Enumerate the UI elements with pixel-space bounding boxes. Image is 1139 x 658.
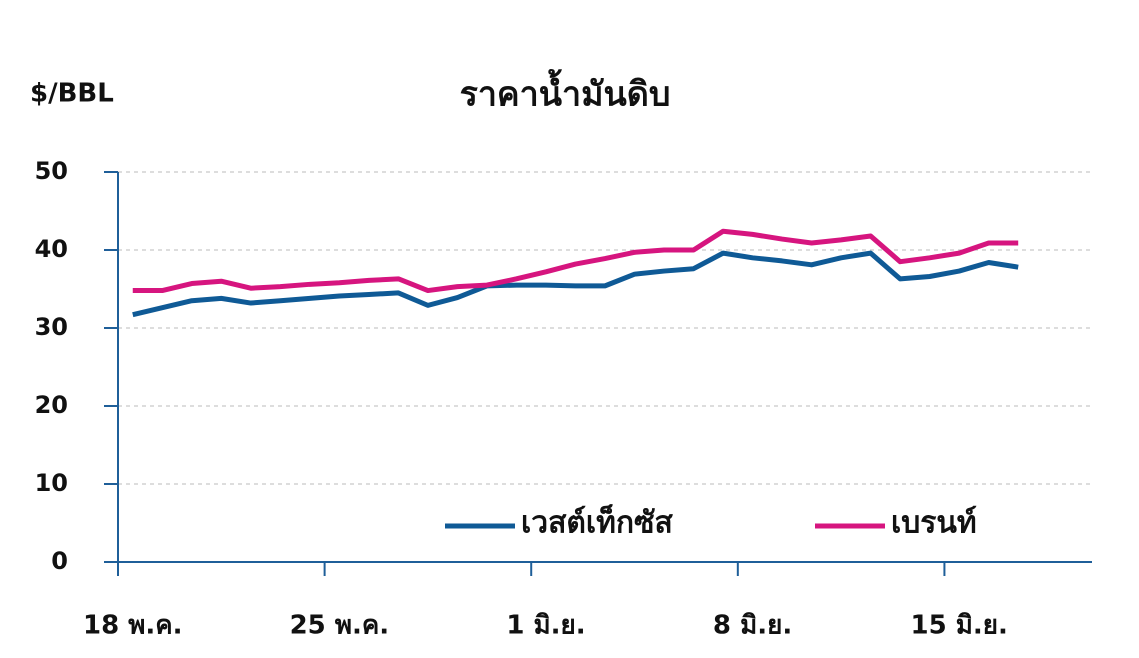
chart-title: ราคาน้ำมันดิบ — [460, 69, 671, 115]
x-tick-label: 8 มิ.ย. — [713, 611, 792, 641]
x-tick-label: 18 พ.ค. — [83, 611, 183, 641]
series-line — [132, 228, 1019, 294]
x-tick-label: 15 มิ.ย. — [910, 611, 1007, 641]
legend-label: เบรนท์ — [891, 506, 977, 541]
y-tick-label: 50 — [35, 157, 68, 185]
y-tick-label: 40 — [35, 235, 68, 263]
series-line — [132, 250, 1019, 318]
legend-label: เวสต์เท็กซัส — [521, 504, 673, 541]
x-tick-label: 1 มิ.ย. — [506, 611, 585, 641]
x-tick-label: 25 พ.ค. — [290, 611, 390, 641]
y-tick-label: 30 — [35, 313, 68, 341]
y-tick-label: 10 — [35, 469, 68, 497]
y-tick-label: 0 — [51, 547, 68, 575]
y-axis-label: $/BBL — [30, 79, 114, 109]
y-tick-label: 20 — [35, 391, 68, 419]
